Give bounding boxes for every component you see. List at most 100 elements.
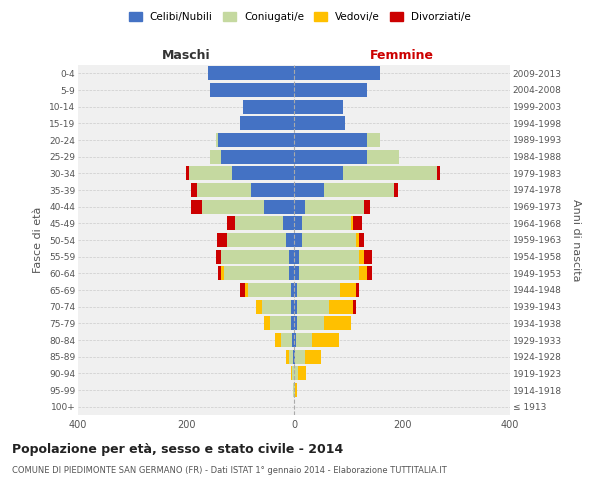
Bar: [191, 183, 197, 197]
Bar: [289, 250, 294, 264]
Bar: [281, 333, 292, 347]
Bar: [289, 350, 293, 364]
Bar: [292, 366, 294, 380]
Bar: [286, 233, 294, 247]
Bar: [217, 233, 227, 247]
Bar: [294, 150, 367, 164]
Bar: [294, 200, 305, 214]
Bar: [294, 250, 299, 264]
Bar: [296, 333, 312, 347]
Bar: [240, 116, 294, 130]
Text: Femmine: Femmine: [370, 48, 434, 62]
Bar: [283, 216, 294, 230]
Bar: [294, 116, 346, 130]
Text: Popolazione per età, sesso e stato civile - 2014: Popolazione per età, sesso e stato civil…: [12, 442, 343, 456]
Bar: [359, 250, 364, 264]
Bar: [353, 216, 361, 230]
Y-axis label: Fasce di età: Fasce di età: [34, 207, 43, 273]
Bar: [216, 133, 218, 147]
Bar: [294, 183, 324, 197]
Bar: [294, 233, 302, 247]
Bar: [221, 250, 289, 264]
Bar: [350, 216, 353, 230]
Bar: [294, 133, 367, 147]
Bar: [210, 150, 221, 164]
Bar: [293, 350, 294, 364]
Bar: [367, 266, 372, 280]
Bar: [197, 183, 251, 197]
Bar: [186, 166, 188, 180]
Bar: [294, 166, 343, 180]
Bar: [191, 200, 202, 214]
Bar: [240, 283, 245, 297]
Bar: [294, 316, 296, 330]
Bar: [242, 100, 294, 114]
Bar: [289, 266, 294, 280]
Bar: [235, 216, 283, 230]
Bar: [329, 300, 353, 314]
Bar: [224, 266, 289, 280]
Bar: [251, 183, 294, 197]
Bar: [232, 166, 294, 180]
Bar: [343, 166, 437, 180]
Bar: [218, 133, 294, 147]
Bar: [298, 366, 307, 380]
Bar: [359, 233, 364, 247]
Bar: [245, 283, 248, 297]
Bar: [294, 83, 367, 97]
Bar: [202, 200, 265, 214]
Bar: [270, 316, 292, 330]
Bar: [299, 266, 359, 280]
Bar: [359, 266, 367, 280]
Bar: [221, 266, 224, 280]
Bar: [296, 283, 340, 297]
Text: COMUNE DI PIEDIMONTE SAN GERMANO (FR) - Dati ISTAT 1° gennaio 2014 - Elaborazion: COMUNE DI PIEDIMONTE SAN GERMANO (FR) - …: [12, 466, 447, 475]
Bar: [340, 283, 356, 297]
Bar: [356, 283, 359, 297]
Bar: [262, 300, 292, 314]
Bar: [265, 200, 294, 214]
Bar: [305, 200, 364, 214]
Bar: [437, 166, 440, 180]
Bar: [275, 333, 281, 347]
Bar: [227, 216, 235, 230]
Bar: [294, 216, 302, 230]
Bar: [296, 316, 324, 330]
Bar: [295, 383, 296, 397]
Bar: [296, 300, 329, 314]
Bar: [265, 316, 270, 330]
Bar: [294, 100, 343, 114]
Bar: [324, 316, 350, 330]
Bar: [364, 200, 370, 214]
Bar: [248, 283, 292, 297]
Legend: Celibi/Nubili, Coniugati/e, Vedovi/e, Divorziati/e: Celibi/Nubili, Coniugati/e, Vedovi/e, Di…: [125, 8, 475, 26]
Bar: [364, 250, 372, 264]
Bar: [324, 183, 394, 197]
Bar: [211, 83, 294, 97]
Bar: [295, 350, 305, 364]
Bar: [216, 250, 221, 264]
Bar: [356, 233, 359, 247]
Text: Maschi: Maschi: [161, 48, 211, 62]
Bar: [312, 333, 339, 347]
Y-axis label: Anni di nascita: Anni di nascita: [571, 198, 581, 281]
Bar: [299, 250, 359, 264]
Bar: [305, 350, 321, 364]
Bar: [353, 300, 356, 314]
Bar: [367, 133, 380, 147]
Bar: [256, 300, 262, 314]
Bar: [188, 166, 232, 180]
Bar: [218, 266, 221, 280]
Bar: [294, 383, 295, 397]
Bar: [208, 66, 294, 80]
Bar: [294, 283, 296, 297]
Bar: [394, 183, 398, 197]
Bar: [292, 316, 294, 330]
Bar: [294, 300, 296, 314]
Bar: [294, 266, 299, 280]
Bar: [292, 300, 294, 314]
Bar: [292, 283, 294, 297]
Bar: [221, 150, 294, 164]
Bar: [227, 233, 286, 247]
Bar: [286, 350, 289, 364]
